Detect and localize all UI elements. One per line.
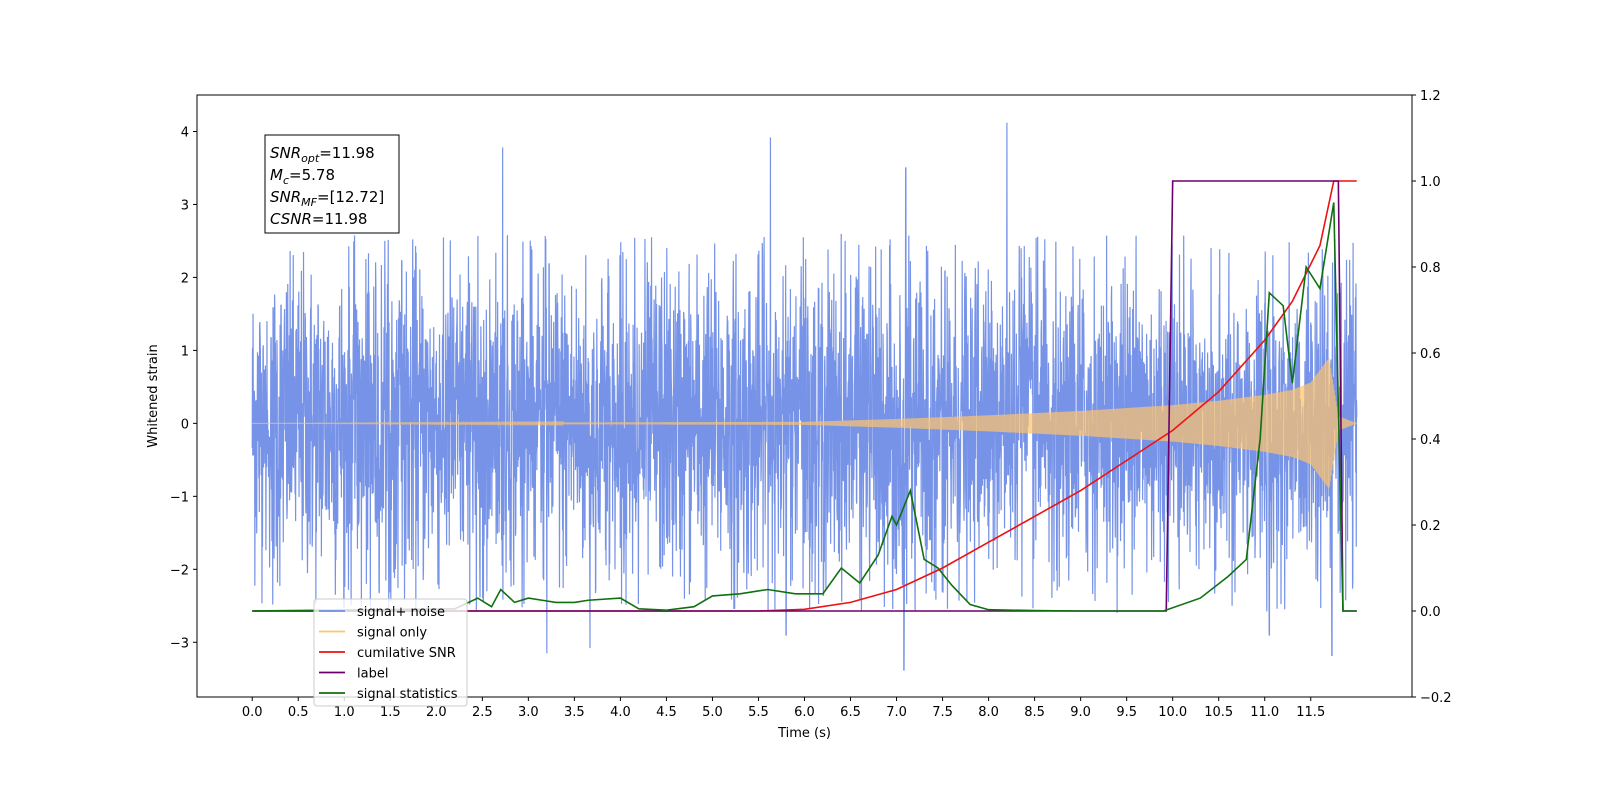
annotation-line: SNRopt=11.98 [270,144,375,165]
y-axis-label: Whitened strain [146,344,161,447]
y-right-tick-label: 0.6 [1420,347,1441,362]
x-axis-label: Time (s) [777,726,831,741]
annotation-frame [264,134,400,234]
y-tick-label: −3 [170,636,189,651]
y-right-tick-label: 1.0 [1420,175,1441,190]
legend: signal+ noise signal only cumilative SNR la… [313,598,468,707]
x-tick-label: 10.0 [1158,705,1187,720]
signal-noise-line [251,122,1358,671]
legend-item-label: signal statistics [357,687,458,702]
y-right-tick-label: 0.8 [1420,261,1441,276]
plot-area [251,122,1358,671]
y-axis-left: −3 −2 −1 0 1 2 3 4 [170,125,197,651]
x-tick-label: 1.5 [380,705,401,720]
annotation-line: SNRMF=[12.72] [270,188,384,209]
x-tick-label: 9.0 [1070,705,1091,720]
x-tick-label: 0.5 [288,705,309,720]
annotation-line: Mc=5.78 [270,166,335,187]
x-tick-label: 8.0 [978,705,999,720]
signal-only-line [252,357,1357,489]
x-tick-label: 4.0 [610,705,631,720]
x-tick-label: 9.5 [1116,705,1137,720]
y-tick-label: 3 [181,198,189,213]
y-tick-label: 2 [181,271,189,286]
x-tick-label: 2.0 [426,705,447,720]
x-axis: 0.0 0.5 1.0 1.5 2.0 2.5 3.0 3.5 4.0 4.5 5.0 5.5 6.0 6… [242,697,1325,720]
y-right-tick-label: −0.2 [1420,691,1452,706]
x-tick-label: 6.0 [794,705,815,720]
annotation-box: SNRopt=11.98Mc=5.78SNRMF=[12.72]CSNR=11.… [264,134,400,234]
x-tick-label: 5.0 [702,705,723,720]
legend-item-label: label [357,667,388,682]
x-tick-label: 0.0 [242,705,263,720]
x-tick-label: 10.5 [1204,705,1233,720]
y-tick-label: −1 [170,490,189,505]
x-tick-label: 1.0 [334,705,355,720]
legend-item-label: cumilative SNR [357,646,456,661]
x-tick-label: 6.5 [840,705,861,720]
cumilative-snr-line [252,180,1357,612]
y-right-tick-label: 1.2 [1420,89,1441,104]
y-right-tick-label: 0.4 [1420,433,1441,448]
x-tick-label: 7.5 [932,705,953,720]
x-tick-label: 11.5 [1296,705,1325,720]
x-tick-label: 3.5 [564,705,585,720]
y-right-tick-label: 0.0 [1420,605,1441,620]
y-tick-label: 1 [181,344,189,359]
y-tick-label: 0 [181,417,189,432]
y-tick-label: 4 [181,125,189,140]
signal-statistics-line [252,202,1357,612]
legend-frame [313,598,468,707]
x-tick-label: 5.5 [748,705,769,720]
x-tick-label: 8.5 [1024,705,1045,720]
annotation-line: CSNR=11.98 [270,210,367,228]
x-tick-label: 3.0 [518,705,539,720]
x-tick-label: 7.0 [886,705,907,720]
x-tick-label: 4.5 [656,705,677,720]
y-right-tick-label: 0.2 [1420,519,1441,534]
legend-item-label: signal only [357,626,427,641]
x-tick-label: 2.5 [472,705,493,720]
y-tick-label: −2 [170,563,189,578]
y-axis-right: −0.2 0.0 0.2 0.4 0.6 0.8 1.0 1.2 [1412,89,1452,706]
x-tick-label: 11.0 [1250,705,1279,720]
legend-item-label: signal+ noise [357,605,445,620]
